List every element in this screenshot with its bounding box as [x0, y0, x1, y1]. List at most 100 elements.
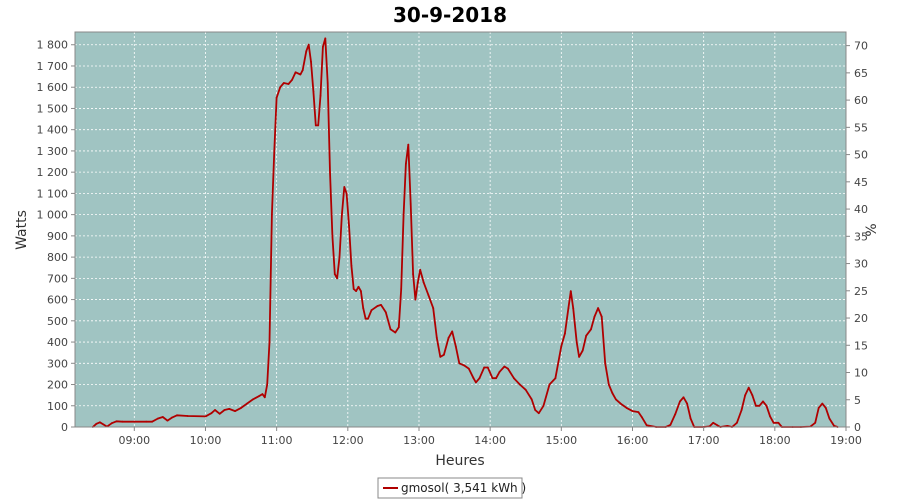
data-point [472, 377, 475, 380]
chart-title: 30-9-2018 [393, 3, 507, 27]
data-point [263, 396, 266, 399]
data-point [102, 423, 105, 426]
data-point [348, 224, 350, 227]
data-point [817, 407, 820, 409]
data-point [569, 290, 572, 292]
data-point [312, 90, 315, 93]
y-tick-label: 0 [61, 421, 68, 434]
data-point [268, 341, 271, 343]
data-point [572, 307, 575, 309]
data-point [324, 37, 327, 40]
data-point [145, 420, 148, 423]
data-point [769, 415, 771, 418]
data-point [726, 425, 729, 427]
data-point [333, 273, 336, 275]
y2-tick-label: 10 [854, 367, 868, 380]
y-tick-label: 100 [47, 400, 68, 413]
data-point [567, 307, 570, 309]
data-point [360, 290, 362, 292]
y2-tick-label: 55 [854, 121, 868, 134]
x-tick-label: 09:00 [118, 434, 150, 447]
data-point [451, 330, 454, 333]
data-point [341, 213, 343, 216]
data-point [210, 412, 213, 415]
data-point [814, 421, 817, 424]
y-tick-label: 600 [47, 294, 68, 307]
data-point [669, 424, 672, 426]
data-point [597, 307, 599, 309]
x-tick-label: 15:00 [545, 434, 577, 447]
data-point [419, 268, 422, 271]
data-point [357, 285, 360, 288]
y-tick-label: 1 400 [37, 124, 69, 137]
data-point [575, 341, 578, 343]
data-point [454, 345, 457, 348]
data-point [637, 411, 640, 413]
data-point [537, 412, 540, 415]
data-point [294, 71, 297, 74]
data-point [607, 383, 610, 386]
data-point [329, 171, 331, 174]
data-point [755, 404, 757, 407]
y2-tick-label: 60 [854, 94, 868, 107]
data-point [475, 381, 477, 384]
x-tick-label: 11:00 [261, 434, 293, 447]
data-point [641, 416, 643, 419]
data-point [317, 124, 320, 127]
data-point [133, 420, 136, 423]
y2-axis: 0 5 10 15 20 25 30 35 40 45 50 55 60 65 70 [846, 40, 868, 434]
data-point [223, 409, 226, 411]
data-point [299, 73, 302, 76]
data-point [593, 315, 596, 318]
data-point [282, 82, 285, 84]
data-point [157, 417, 159, 420]
data-point [619, 402, 622, 405]
data-point [271, 213, 273, 216]
data-point [777, 421, 780, 424]
x-tick-label: 17:00 [688, 434, 720, 447]
data-point [491, 377, 494, 380]
data-point [772, 421, 775, 424]
data-point [171, 416, 174, 419]
data-point [689, 417, 692, 420]
y-axis: 0 100 200 300 400 500 600 700 800 900 1 000 1 100 1 … [37, 39, 75, 434]
y-tick-label: 1 700 [37, 60, 69, 73]
data-point [405, 162, 407, 165]
data-point [345, 192, 348, 195]
y-tick-label: 200 [47, 379, 68, 392]
data-point [600, 315, 603, 318]
data-point [458, 362, 461, 365]
data-point [314, 124, 317, 127]
data-point [751, 394, 754, 396]
data-point [95, 422, 98, 425]
data-point [524, 388, 527, 391]
data-point [498, 370, 501, 373]
x-axis-label: Heures [435, 453, 484, 469]
data-point [625, 407, 628, 409]
y-tick-label: 1 300 [37, 145, 69, 158]
data-point [736, 421, 738, 424]
x-tick-label: 18:00 [759, 434, 791, 447]
data-point [435, 336, 438, 339]
data-point [322, 46, 324, 48]
data-point [824, 407, 827, 409]
data-point [402, 213, 405, 216]
data-point [273, 150, 276, 152]
data-point [350, 264, 353, 267]
data-point [747, 386, 750, 389]
x-tick-label: 14:00 [474, 434, 506, 447]
data-point [310, 60, 312, 63]
x-tick-label: 19:00 [830, 434, 862, 447]
y2-tick-label: 20 [854, 312, 868, 325]
data-point [228, 408, 231, 410]
data-point [758, 404, 761, 407]
y2-tick-label: 45 [854, 176, 868, 189]
data-point [422, 281, 425, 284]
data-point [176, 414, 178, 417]
data-point [530, 398, 533, 401]
x-tick-label: 13:00 [403, 434, 435, 447]
data-point [447, 336, 450, 339]
data-point [564, 332, 566, 335]
y-tick-label: 1 000 [37, 209, 69, 222]
data-point [409, 203, 412, 205]
